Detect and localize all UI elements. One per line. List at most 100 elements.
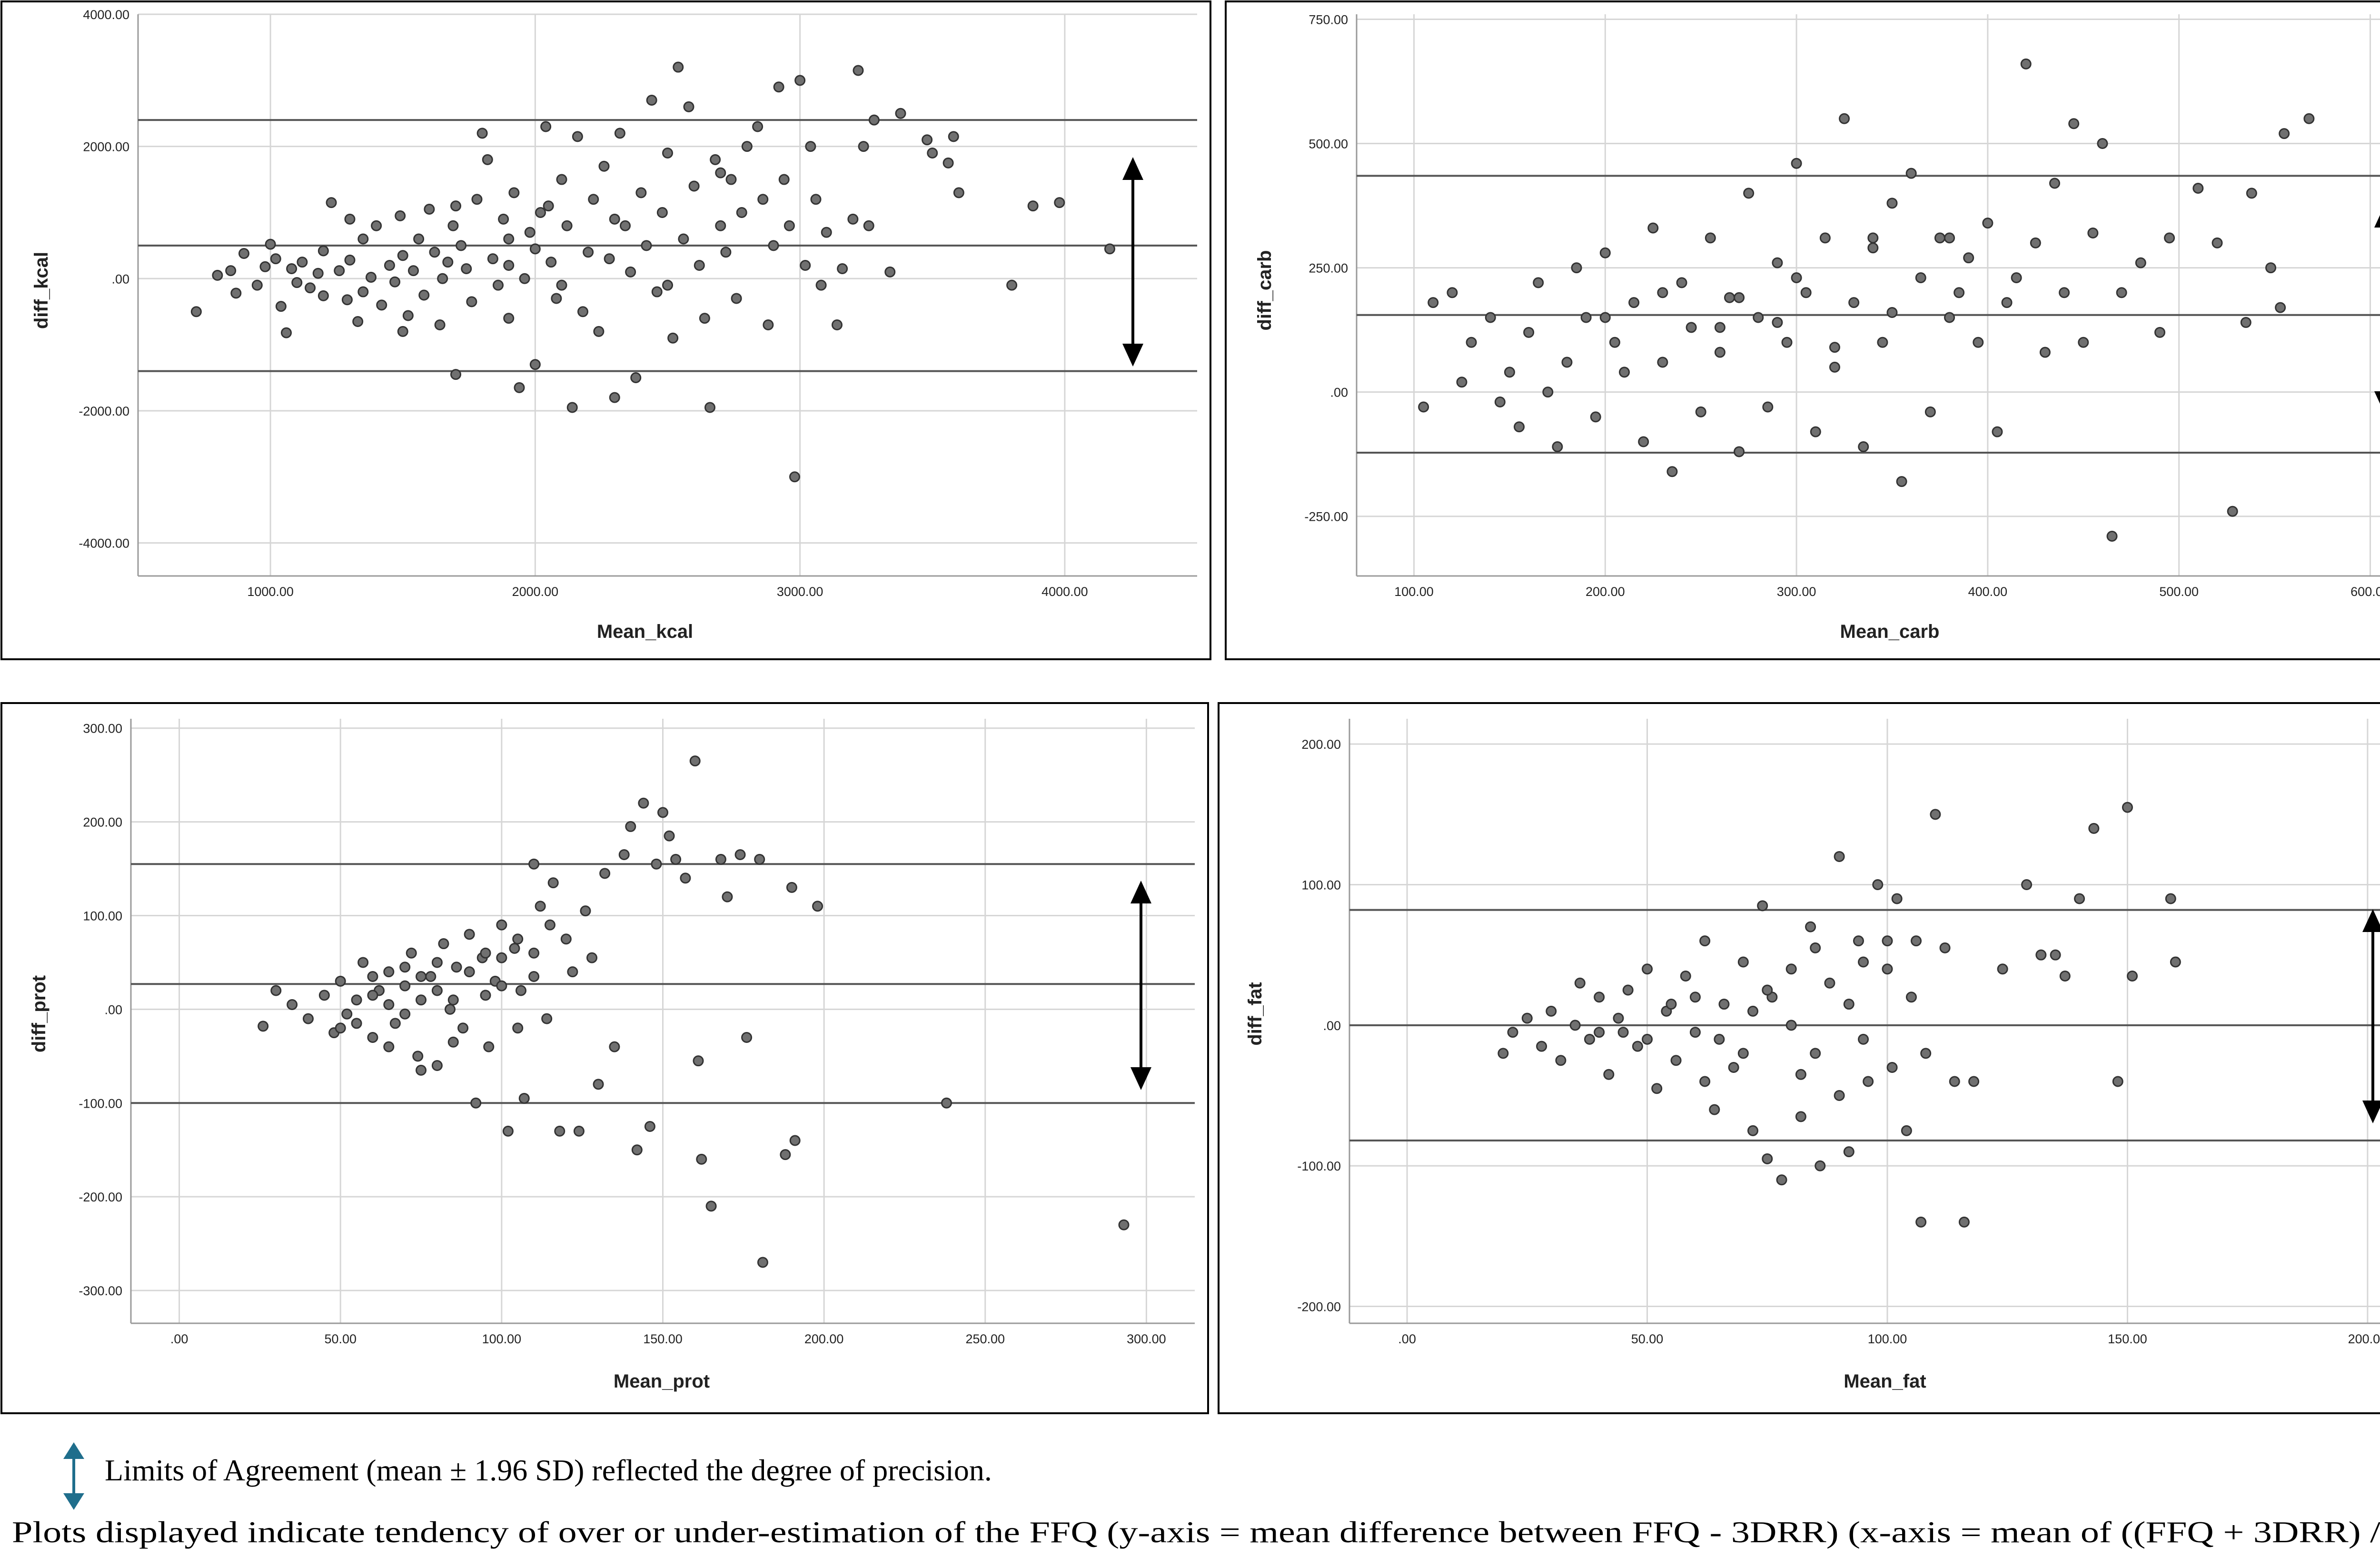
data-point xyxy=(1485,312,1496,323)
data-point xyxy=(503,313,515,324)
data-point xyxy=(1657,357,1668,368)
data-point xyxy=(794,75,806,86)
data-point xyxy=(556,174,567,185)
data-point xyxy=(580,905,591,917)
data-point xyxy=(1571,262,1582,274)
data-point xyxy=(588,194,599,205)
data-point xyxy=(2039,347,2051,358)
data-point xyxy=(317,245,329,257)
data-point xyxy=(326,197,337,208)
data-point xyxy=(688,180,700,192)
data-point xyxy=(2246,188,2257,199)
x-tick-label: 150.00 xyxy=(643,1332,683,1346)
data-point xyxy=(625,821,636,832)
data-point xyxy=(1632,1041,1643,1052)
data-point xyxy=(2011,272,2022,283)
data-point xyxy=(1944,232,1955,244)
data-point xyxy=(528,947,540,959)
x-tick-label: 300.00 xyxy=(1127,1332,1166,1346)
data-point xyxy=(670,853,682,865)
x-tick-label: 600.00 xyxy=(2350,585,2380,599)
caption: Limits of Agreement (mean ± 1.96 SD) ref… xyxy=(12,1442,2380,1549)
data-point xyxy=(1930,809,1941,820)
data-point xyxy=(662,148,673,159)
data-point xyxy=(805,141,816,152)
data-point xyxy=(1676,277,1687,288)
data-point xyxy=(858,141,869,152)
data-point xyxy=(604,253,615,265)
y-tick-label: -200.00 xyxy=(79,1190,122,1204)
data-point xyxy=(715,220,726,231)
data-point xyxy=(287,999,298,1011)
panel-fat: .00 50.00 100.00 150.00 200.00 200.00 100.00 .0… xyxy=(1218,702,2380,1414)
data-point xyxy=(1805,921,1816,932)
data-point xyxy=(1877,337,1888,348)
data-point xyxy=(1695,406,1706,417)
data-point xyxy=(389,276,401,288)
data-point xyxy=(941,1097,952,1109)
y-tick-label: 500.00 xyxy=(1309,137,1348,151)
data-point xyxy=(442,257,454,268)
data-point xyxy=(2074,893,2085,904)
data-point xyxy=(341,1008,353,1020)
data-point xyxy=(529,243,541,255)
data-point xyxy=(1772,317,1783,328)
data-point xyxy=(383,999,395,1011)
plot-area: 100.00 200.00 300.00 400.00 500.00 600.00 750.… xyxy=(1304,12,2380,599)
data-point xyxy=(312,268,324,279)
data-point xyxy=(1507,1027,1518,1038)
data-point xyxy=(297,257,308,268)
data-point xyxy=(514,382,525,393)
data-point xyxy=(693,1055,704,1067)
data-point xyxy=(1428,297,1439,308)
data-point xyxy=(1027,200,1039,212)
data-point xyxy=(508,187,520,198)
data-point xyxy=(1714,347,1726,358)
data-point xyxy=(1718,999,1730,1010)
data-point xyxy=(705,1200,717,1212)
data-point xyxy=(1896,476,1907,487)
data-point xyxy=(689,755,701,767)
data-point xyxy=(512,933,524,945)
data-point xyxy=(535,207,546,218)
data-point xyxy=(2059,970,2071,982)
data-point xyxy=(1848,297,1860,308)
data-point xyxy=(1466,337,1477,348)
data-point xyxy=(1584,1033,1595,1045)
data-point xyxy=(437,273,448,284)
data-point xyxy=(815,279,827,291)
data-point xyxy=(2021,879,2033,891)
data-point xyxy=(1785,963,1797,975)
data-point xyxy=(567,966,578,978)
x-tick-label: 3000.00 xyxy=(777,585,823,599)
data-point xyxy=(664,830,675,842)
data-point xyxy=(2170,956,2181,968)
data-point xyxy=(635,187,647,198)
data-point xyxy=(1709,1104,1720,1115)
data-point xyxy=(1619,367,1630,378)
data-point xyxy=(1863,1076,1874,1087)
data-point xyxy=(2192,182,2204,194)
data-point xyxy=(399,980,411,992)
data-point xyxy=(334,265,345,277)
data-point xyxy=(1714,322,1726,333)
data-point xyxy=(493,279,504,291)
data-point xyxy=(1580,312,1592,323)
data-point xyxy=(1776,1174,1787,1186)
x-axis-title: Mean_fat xyxy=(1844,1371,1926,1392)
data-point xyxy=(644,1121,655,1132)
data-point xyxy=(1523,327,1535,338)
data-point xyxy=(1882,935,1893,947)
data-point xyxy=(609,213,620,225)
data-point xyxy=(2122,802,2133,813)
data-point xyxy=(773,81,784,93)
data-point xyxy=(1815,1160,1826,1171)
data-point xyxy=(318,990,330,1001)
data-point xyxy=(1795,1069,1806,1080)
data-point xyxy=(1743,188,1755,199)
data-point xyxy=(464,929,475,940)
data-point xyxy=(450,369,461,380)
y-tick-label: 100.00 xyxy=(1301,878,1341,893)
data-point xyxy=(1670,1055,1682,1066)
data-point xyxy=(286,263,298,274)
